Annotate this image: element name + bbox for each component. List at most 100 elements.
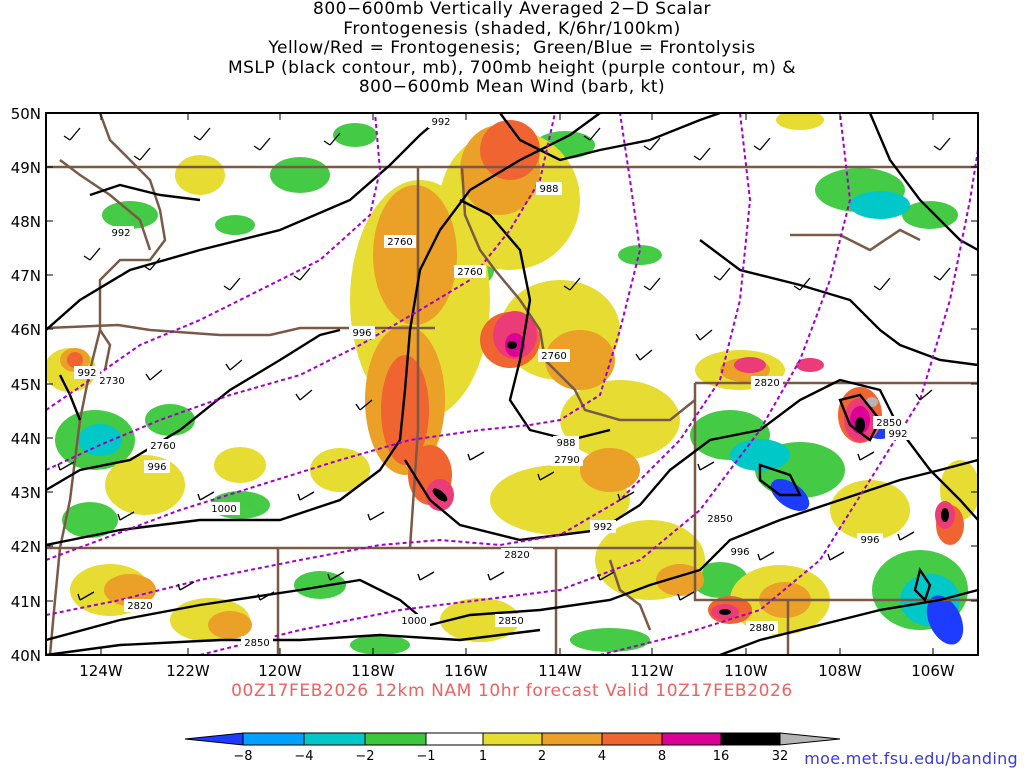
svg-text:2820: 2820 — [754, 378, 779, 389]
svg-text:988: 988 — [556, 438, 575, 449]
lon-label: 122W — [166, 662, 210, 680]
mslp-label: 992 — [74, 366, 100, 379]
svg-text:992: 992 — [431, 117, 450, 128]
state-borders — [46, 113, 978, 655]
lat-label: 44N — [11, 430, 41, 448]
colorbar-segment — [541, 732, 603, 746]
forecast-valid-line: 00Z17FEB2026 12km NAM 10hr forecast Vali… — [231, 681, 793, 701]
colorbar-segment — [364, 732, 427, 746]
colorbar-tick: 32 — [772, 749, 789, 764]
lon-label: 110W — [724, 662, 768, 680]
colorbar-segment — [779, 732, 841, 746]
mslp-label: 988 — [553, 436, 579, 449]
height-label: 2760 — [454, 265, 486, 278]
svg-text:2850: 2850 — [498, 616, 523, 627]
height-label: 2820 — [124, 599, 156, 612]
lon-label: 112W — [630, 662, 674, 680]
lat-label: 49N — [11, 159, 41, 177]
lon-label: 116W — [444, 662, 488, 680]
svg-text:2760: 2760 — [541, 351, 566, 362]
height-label: 2790 — [551, 453, 583, 466]
height-label: 2820 — [751, 376, 783, 389]
svg-text:2820: 2820 — [127, 601, 152, 612]
svg-text:2820: 2820 — [504, 550, 529, 561]
svg-text:1000: 1000 — [211, 504, 236, 515]
mslp-label: 1000 — [208, 502, 240, 515]
svg-text:2760: 2760 — [150, 441, 175, 452]
mslp-label: 992 — [108, 226, 134, 239]
svg-text:996: 996 — [352, 328, 371, 339]
title-line-2: Frontogenesis (shaded, K/6hr/100km) — [343, 18, 681, 39]
title-line-5: 800−600mb Mean Wind (barb, kt) — [358, 77, 666, 98]
height-label: 2850 — [495, 614, 527, 627]
svg-text:996: 996 — [860, 535, 879, 546]
longitude-axis: 124W 122W 120W 118W 116W 114W 112W 110W … — [79, 113, 955, 680]
mslp-label: 996 — [144, 460, 170, 473]
svg-text:992: 992 — [111, 228, 130, 239]
lon-label: 118W — [351, 662, 395, 680]
svg-text:996: 996 — [730, 547, 749, 558]
colorbar-segment — [184, 732, 244, 746]
mslp-label: 1000 — [398, 614, 430, 627]
wind-barbs — [57, 127, 951, 601]
height-label: 2820 — [501, 548, 533, 561]
mslp-label: 996 — [727, 545, 753, 558]
lat-label: 40N — [11, 647, 41, 665]
mslp-label: 992 — [885, 427, 911, 440]
height-label: 2760 — [384, 235, 416, 248]
colorbar: −8 −4 −2 −1 1 2 4 8 16 32 — [184, 732, 841, 764]
svg-text:992: 992 — [77, 368, 96, 379]
colorbar-tick: −2 — [355, 749, 374, 764]
height-label: 2730 — [96, 374, 128, 387]
lat-label: 46N — [11, 321, 41, 339]
svg-text:988: 988 — [539, 184, 558, 195]
svg-text:992: 992 — [593, 522, 612, 533]
height-label: 2760 — [538, 349, 570, 362]
colorbar-tick: 2 — [538, 749, 546, 764]
source-url: moe.met.fsu.edu/banding — [804, 749, 1018, 768]
title-line-3: Yellow/Red = Frontogenesis; Green/Blue =… — [268, 38, 756, 59]
colorbar-tick: −4 — [294, 749, 313, 764]
svg-text:2850: 2850 — [244, 638, 269, 649]
svg-text:2730: 2730 — [99, 376, 124, 387]
contour-labels: 992 988 996 992 1000 992 988 992 996 996… — [74, 115, 911, 649]
colorbar-segment — [425, 732, 484, 746]
svg-text:2850: 2850 — [707, 514, 732, 525]
colorbar-segment — [720, 732, 781, 746]
lat-label: 50N — [11, 105, 41, 123]
mslp-label: 988 — [536, 182, 562, 195]
svg-text:996: 996 — [147, 462, 166, 473]
lat-label: 42N — [11, 538, 41, 556]
colorbar-tick: 8 — [658, 749, 666, 764]
colorbar-tick: 1 — [479, 749, 487, 764]
height-label: 2850 — [241, 636, 273, 649]
chart-title-block: 800−600mb Vertically Averaged 2−D Scalar… — [0, 0, 1024, 98]
height-label: 2880 — [746, 621, 778, 634]
lon-label: 114W — [538, 662, 582, 680]
svg-text:992: 992 — [888, 429, 907, 440]
colorbar-segment — [661, 732, 722, 746]
lat-label: 41N — [11, 593, 41, 611]
height-label: 2760 — [147, 439, 179, 452]
height-label: 2850 — [873, 416, 905, 429]
lat-label: 48N — [11, 213, 41, 231]
lon-label: 120W — [258, 662, 302, 680]
colorbar-tick: 4 — [598, 749, 606, 764]
lon-label: 108W — [818, 662, 862, 680]
lat-label: 45N — [11, 376, 41, 394]
colorbar-tick: −8 — [233, 749, 252, 764]
title-line-4: MSLP (black contour, mb), 700mb height (… — [227, 57, 797, 78]
lon-label: 124W — [79, 662, 123, 680]
height-label: 2850 — [704, 512, 736, 525]
mslp-label: 996 — [857, 533, 883, 546]
latitude-axis: 50N 49N 48N 47N 46N 45N 44N 43N 42N 41N … — [11, 105, 978, 665]
colorbar-segment — [601, 732, 663, 746]
svg-text:1000: 1000 — [401, 616, 426, 627]
svg-text:2880: 2880 — [749, 623, 774, 634]
lat-label: 43N — [11, 484, 41, 502]
colorbar-segment — [482, 732, 543, 746]
colorbar-segment — [303, 732, 366, 746]
lat-label: 47N — [11, 267, 41, 285]
svg-text:2850: 2850 — [876, 418, 901, 429]
